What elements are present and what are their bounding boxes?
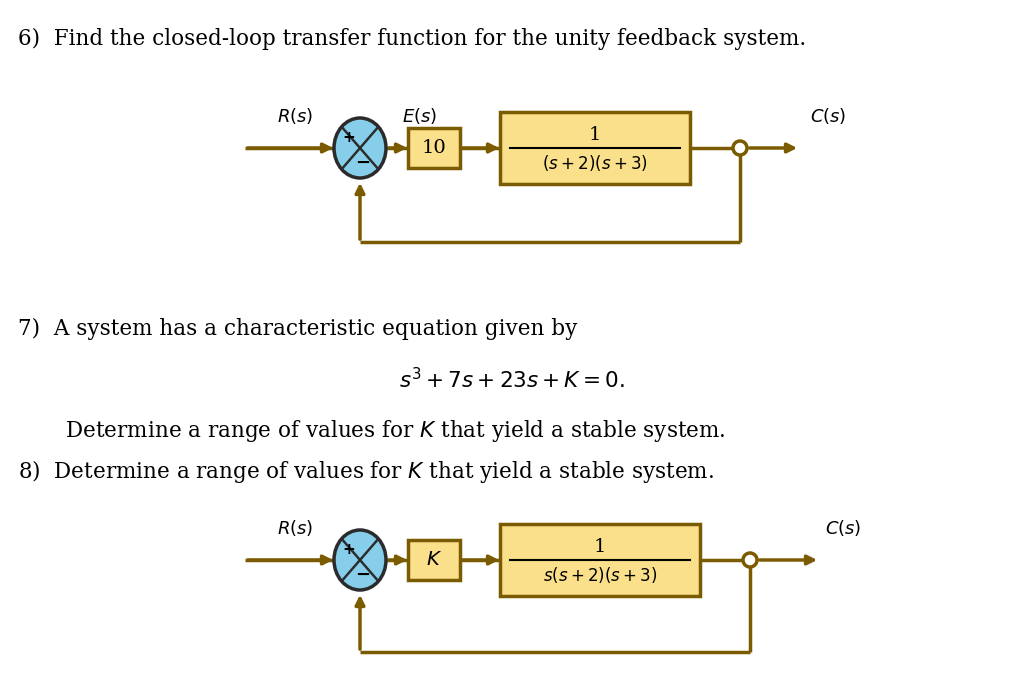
Text: $C(s)$: $C(s)$ xyxy=(810,106,847,126)
Text: $(s+2)(s+3)$: $(s+2)(s+3)$ xyxy=(542,153,648,173)
Text: Determine a range of values for $K$ that yield a stable system.: Determine a range of values for $K$ that… xyxy=(38,418,726,444)
Bar xyxy=(408,540,460,580)
Text: $R(s)$: $R(s)$ xyxy=(276,518,313,538)
Text: 6)  Find the closed-loop transfer function for the unity feedback system.: 6) Find the closed-loop transfer functio… xyxy=(18,28,806,50)
Text: 8)  Determine a range of values for $K$ that yield a stable system.: 8) Determine a range of values for $K$ t… xyxy=(18,458,714,485)
Circle shape xyxy=(743,553,757,567)
Text: $E(s)$: $E(s)$ xyxy=(402,106,437,126)
Text: +: + xyxy=(342,542,354,557)
Text: −: − xyxy=(355,566,370,584)
Text: $s(s+2)(s+3)$: $s(s+2)(s+3)$ xyxy=(543,565,657,585)
Text: 7)  A system has a characteristic equation given by: 7) A system has a characteristic equatio… xyxy=(18,318,578,340)
Ellipse shape xyxy=(334,118,386,178)
Bar xyxy=(500,524,700,596)
Text: $C(s)$: $C(s)$ xyxy=(825,518,861,538)
Text: 1: 1 xyxy=(594,538,606,556)
Text: $R(s)$: $R(s)$ xyxy=(276,106,313,126)
Text: −: − xyxy=(355,154,370,172)
Text: 1: 1 xyxy=(589,126,601,144)
Circle shape xyxy=(733,141,746,155)
Text: 10: 10 xyxy=(422,139,446,157)
Text: $K$: $K$ xyxy=(426,551,442,569)
Text: $s^3 + 7s + 23s + K = 0.$: $s^3 + 7s + 23s + K = 0.$ xyxy=(399,368,625,394)
Text: +: + xyxy=(342,130,354,145)
Ellipse shape xyxy=(334,530,386,590)
Bar xyxy=(500,112,690,184)
Bar xyxy=(408,128,460,168)
